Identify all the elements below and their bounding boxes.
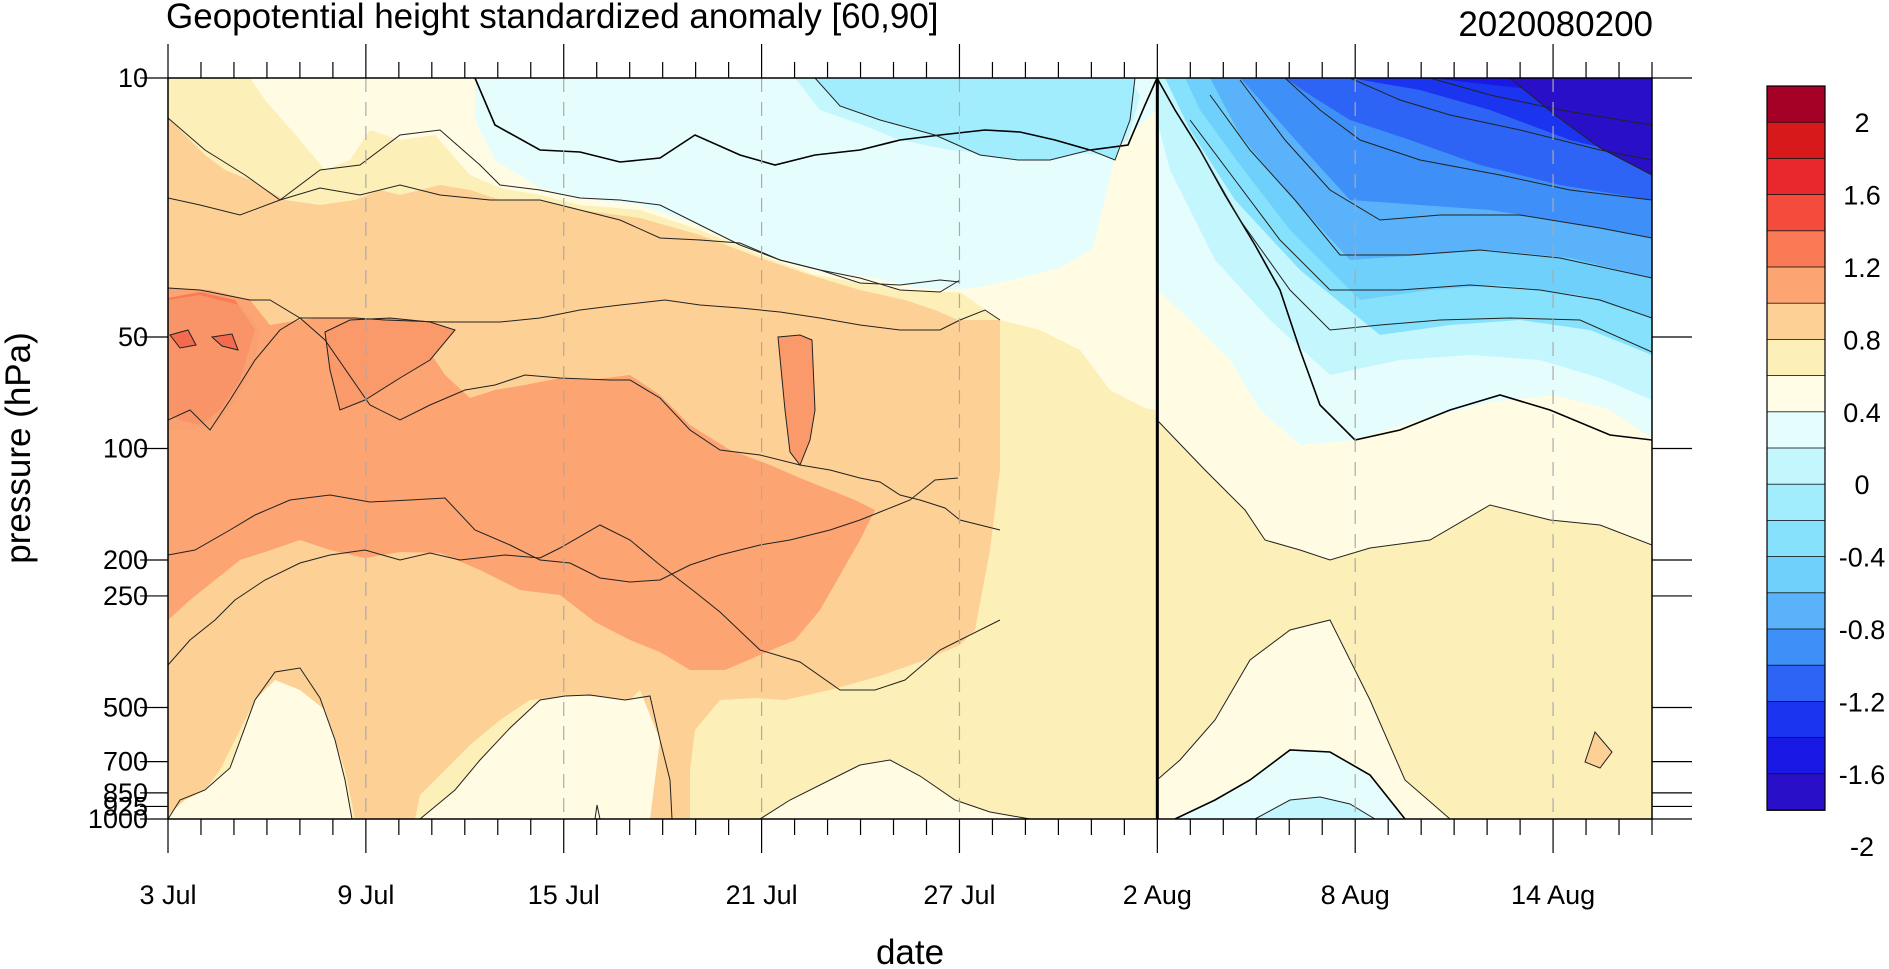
y-tick-label: 100	[103, 434, 148, 464]
y-tick-label: 250	[103, 581, 148, 611]
colorbar-swatch	[1766, 375, 1826, 413]
colorbar-swatch	[1766, 701, 1826, 739]
colorbar-swatch	[1766, 556, 1826, 594]
colorbar-swatch	[1766, 520, 1826, 558]
x-axis-title: date	[876, 933, 944, 969]
colorbar-swatch	[1766, 230, 1826, 268]
x-tick-label: 9 Jul	[337, 880, 394, 910]
chart-subtitle: 2020080200	[1458, 5, 1653, 44]
colorbar-swatch	[1766, 85, 1826, 124]
x-axis: 3 Jul 9 Jul 15 Jul 21 Jul 27 Jul 2 Aug 8 Aug 14…	[139, 44, 1653, 910]
colorbar-swatch	[1766, 592, 1826, 630]
colorbar-swatch	[1766, 483, 1826, 522]
y-tick-label: 50	[118, 322, 148, 352]
y-tick-label: 10	[118, 63, 148, 93]
colorbar-swatch	[1766, 157, 1826, 196]
colorbar-swatch	[1766, 338, 1826, 377]
x-tick-label: 15 Jul	[528, 880, 600, 910]
colorbar-label: 1.2	[1843, 253, 1881, 283]
vertical-gridlines	[365, 78, 1554, 819]
colorbar-swatch	[1766, 194, 1826, 232]
colorbar-swatch	[1766, 411, 1826, 449]
x-tick-label: 21 Jul	[726, 880, 798, 910]
colorbar-label: 2	[1854, 108, 1869, 138]
contour-field	[168, 78, 1652, 819]
colorbar-swatch	[1766, 302, 1826, 341]
y-tick-label: 200	[103, 545, 148, 575]
x-tick-label: 14 Aug	[1511, 880, 1595, 910]
chart-title: Geopotential height standardized anomaly…	[166, 0, 938, 36]
colorbar-swatch	[1766, 737, 1826, 775]
colorbar-label: -1.2	[1839, 687, 1886, 717]
x-tick-label: 27 Jul	[923, 880, 995, 910]
colorbar-label: -0.4	[1839, 543, 1886, 573]
x-tick-label: 3 Jul	[139, 880, 196, 910]
colorbar: 2 1.6 1.2 0.8 0.4 0 -0.4 -0.8 -1.2 -1.6 -2	[1766, 85, 1886, 862]
colorbar-label: -2	[1850, 832, 1874, 862]
y-tick-label: 850	[103, 778, 148, 808]
y-axis-title: pressure (hPa)	[0, 332, 38, 563]
x-tick-label: 8 Aug	[1321, 880, 1390, 910]
colorbar-label: -1.6	[1839, 760, 1886, 790]
y-tick-label: 925	[103, 791, 148, 821]
colorbar-swatch	[1766, 628, 1826, 667]
y-tick-label: 500	[103, 692, 148, 722]
colorbar-swatch	[1766, 447, 1826, 486]
colorbar-label: 0.4	[1843, 398, 1881, 428]
y-tick-label: 700	[103, 747, 148, 777]
colorbar-label: 0.8	[1843, 325, 1881, 355]
colorbar-swatch	[1766, 266, 1826, 305]
colorbar-swatch	[1766, 664, 1826, 703]
colorbar-label: 1.6	[1843, 181, 1881, 211]
colorbar-swatch	[1766, 121, 1826, 160]
colorbar-label: -0.8	[1839, 615, 1886, 645]
colorbar-swatch	[1766, 773, 1826, 811]
colorbar-label: 0	[1854, 470, 1869, 500]
x-tick-label: 2 Aug	[1123, 880, 1192, 910]
contour-lines	[168, 78, 1652, 819]
y-tick-label: 1000	[88, 804, 148, 834]
